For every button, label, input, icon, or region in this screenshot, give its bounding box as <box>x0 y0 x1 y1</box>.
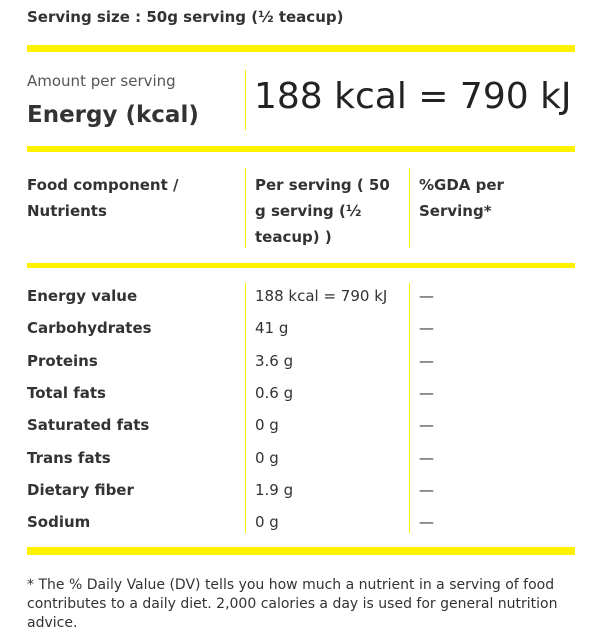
column-divider <box>245 70 246 130</box>
nutrient-gda: — <box>419 287 434 305</box>
nutrient-value: 188 kcal = 790 kJ <box>255 287 388 305</box>
amount-per-serving-label: Amount per serving <box>27 72 176 90</box>
column-divider <box>245 283 246 533</box>
footnote: * The % Daily Value (DV) tells you how m… <box>27 577 558 631</box>
table-row: Energy value 188 kcal = 790 kJ — <box>0 280 600 312</box>
nutrient-value: 41 g <box>255 319 289 338</box>
table-row: Carbohydrates 41 g — <box>0 312 600 344</box>
table-row: Saturated fats 0 g — <box>0 409 600 441</box>
header-gda: %GDA per Serving* <box>419 176 504 220</box>
table-row: Total fats 0.6 g — <box>0 377 600 409</box>
divider <box>27 146 575 152</box>
divider <box>27 263 575 268</box>
nutrient-value: 0 g <box>255 513 279 532</box>
divider <box>27 45 575 52</box>
energy-label: Energy (kcal) <box>27 102 199 128</box>
header-nutrients: Food component / Nutrients <box>27 176 179 220</box>
nutrient-value: 0 g <box>255 416 279 435</box>
nutrient-value: 1.9 g <box>255 480 294 499</box>
nutrient-gda: — <box>419 513 434 532</box>
nutrient-name: Trans fats <box>27 448 111 467</box>
nutrient-gda: — <box>419 480 434 499</box>
table-row: Proteins 3.6 g — <box>0 345 600 377</box>
nutrient-name: Sodium <box>27 513 91 532</box>
nutrient-name: Dietary fiber <box>27 480 134 499</box>
energy-value: 188 kcal = 790 kJ <box>254 76 572 117</box>
divider <box>27 547 575 555</box>
nutrient-value: 0.6 g <box>255 383 294 402</box>
table-row: Dietary fiber 1.9 g — <box>0 474 600 506</box>
nutrient-name: Total fats <box>27 383 106 402</box>
nutrient-value: 3.6 g <box>255 351 294 370</box>
nutrient-gda: — <box>419 319 434 338</box>
nutrient-gda: — <box>419 383 434 402</box>
nutrient-name: Energy value <box>27 287 138 305</box>
column-divider <box>245 168 246 248</box>
table-row: Trans fats 0 g — <box>0 442 600 474</box>
column-divider <box>409 168 410 248</box>
serving-size: Serving size : 50g serving (½ teacup) <box>27 8 344 26</box>
column-divider <box>409 283 410 533</box>
nutrient-name: Carbohydrates <box>27 319 152 338</box>
header-per-serving: Per serving ( 50 g serving (½ teacup) ) <box>255 176 390 246</box>
nutrient-gda: — <box>419 351 434 370</box>
nutrient-gda: — <box>419 416 434 435</box>
nutrient-value: 0 g <box>255 448 279 467</box>
nutrient-gda: — <box>419 448 434 467</box>
table-row: Sodium 0 g — <box>0 506 600 538</box>
nutrient-name: Saturated fats <box>27 416 150 435</box>
nutrient-name: Proteins <box>27 351 98 370</box>
